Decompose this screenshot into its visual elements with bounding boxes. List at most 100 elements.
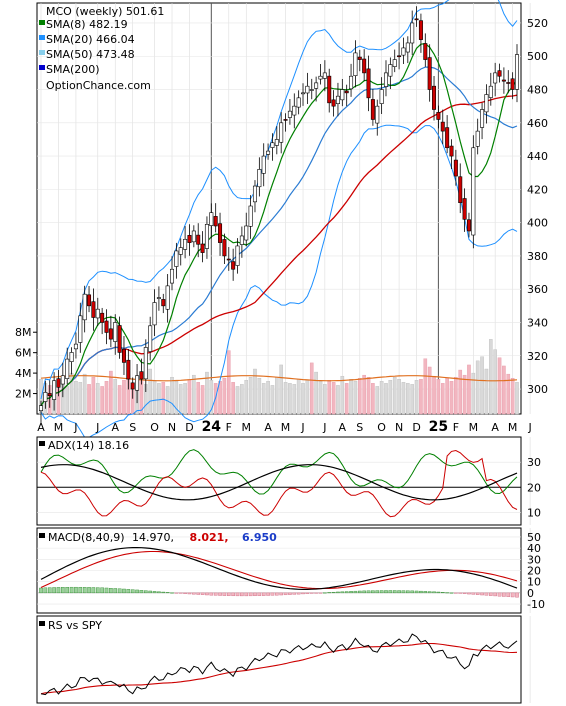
macd-hist-bar xyxy=(283,592,288,596)
bollinger-lower xyxy=(40,124,518,438)
volume-bar xyxy=(445,378,449,415)
macd-hist-bar xyxy=(222,592,227,596)
volume-bar xyxy=(515,382,519,415)
candle-body xyxy=(353,52,358,77)
volume-bar xyxy=(266,381,270,415)
candle-body xyxy=(108,328,113,340)
candle-body xyxy=(170,268,175,284)
candle-body xyxy=(423,43,428,60)
candle-body xyxy=(510,78,515,90)
candle-body xyxy=(152,302,157,326)
candle-body xyxy=(183,238,188,250)
month-label: M xyxy=(54,421,64,434)
candle-body xyxy=(301,92,306,95)
macd-hist-bar xyxy=(139,590,144,594)
volume-bar xyxy=(78,382,83,415)
volume-bar xyxy=(484,368,489,415)
candle-body xyxy=(196,234,201,245)
volume-bar xyxy=(192,374,196,415)
candle-body xyxy=(466,219,471,232)
candle-body xyxy=(239,235,244,245)
macd-hist-bar xyxy=(205,592,209,596)
candle-body xyxy=(65,358,70,379)
price-tick-label: 440 xyxy=(527,150,548,163)
volume-bar xyxy=(82,373,87,415)
volume-bar xyxy=(240,384,244,415)
volume-bar xyxy=(113,379,118,415)
price-tick-label: 400 xyxy=(527,217,548,230)
volume-bar xyxy=(392,377,397,415)
legend-sma50: SMA(50) 473.48 xyxy=(46,48,135,61)
macd-hist-bar xyxy=(314,592,318,594)
candle-body xyxy=(318,75,323,80)
macd-hist-bar xyxy=(209,592,214,596)
volume-bar xyxy=(462,374,467,415)
candle-body xyxy=(126,359,131,380)
macd-hist-bar xyxy=(384,590,388,594)
legend-adx: ADX(14) 18.16 xyxy=(48,439,129,452)
volume-bar xyxy=(480,356,484,415)
volume-tick-label: 2M xyxy=(15,388,32,401)
month-label: A xyxy=(111,421,119,434)
macd-tick-label: -10 xyxy=(527,598,545,611)
macd-hist-bar xyxy=(462,592,467,594)
candle-body xyxy=(104,320,109,333)
month-label: O xyxy=(150,421,159,434)
candle-body xyxy=(497,70,502,77)
volume-bar xyxy=(117,385,122,415)
volume-bar xyxy=(261,383,266,415)
candle-body xyxy=(484,94,489,113)
month-label: J xyxy=(300,421,304,434)
candle-body xyxy=(279,122,284,143)
candle-body xyxy=(501,79,506,82)
candle-body xyxy=(274,139,279,146)
volume-bar xyxy=(414,380,419,415)
month-label: M xyxy=(469,421,479,434)
month-label: J xyxy=(322,421,326,434)
candle-body xyxy=(305,85,310,94)
candle-body xyxy=(148,325,153,352)
volume-bar xyxy=(375,386,380,415)
price-legend: SMA(8) 482.19 SMA(20) 466.04 SMA(50) 473… xyxy=(39,18,151,92)
candle-body xyxy=(362,58,367,74)
candle-body xyxy=(226,258,231,261)
candle-body xyxy=(370,99,375,120)
macd-hist-bar xyxy=(392,590,397,594)
macd-hist-bar xyxy=(414,590,419,594)
macd-hist-bar xyxy=(484,592,489,596)
volume-bar xyxy=(506,373,511,415)
volume-bar xyxy=(336,385,340,415)
candle-body xyxy=(231,261,236,270)
volume-bar xyxy=(353,381,358,415)
macd-hist-bar xyxy=(78,587,83,594)
volume-bar xyxy=(401,382,406,415)
macd-hist-bar xyxy=(148,590,152,594)
candle-body xyxy=(283,119,288,121)
candle-body xyxy=(200,243,205,253)
price-tick-label: 360 xyxy=(527,283,548,296)
macd-hist-bar xyxy=(74,586,78,594)
volume-bar xyxy=(200,385,205,415)
volume-tick-label: 4M xyxy=(15,367,32,380)
month-label: M xyxy=(281,421,291,434)
macd-value: 14.970, xyxy=(132,531,174,544)
candle-body xyxy=(87,294,92,307)
candle-body xyxy=(178,247,183,255)
month-label: S xyxy=(356,421,363,434)
svg-text:MACD(8,40,9) 14.970,: MACD(8,40,9) 14.970, 8.021, 6.950 xyxy=(48,531,277,544)
macd-hist-bar xyxy=(309,592,314,594)
candle-body xyxy=(130,382,135,390)
month-label: 24 xyxy=(202,419,222,435)
candle-body xyxy=(327,75,332,104)
macd-hist-bar xyxy=(331,591,336,594)
candle-body xyxy=(458,176,463,203)
macd-hist-bar xyxy=(270,592,275,596)
candle-body xyxy=(427,57,432,90)
candle-body xyxy=(287,110,292,118)
macd-hist-bar xyxy=(266,592,270,596)
volume-bar xyxy=(283,382,288,415)
macd-hist-bar xyxy=(353,590,358,594)
volume-bar xyxy=(475,360,480,415)
plus-di-line xyxy=(40,449,518,495)
